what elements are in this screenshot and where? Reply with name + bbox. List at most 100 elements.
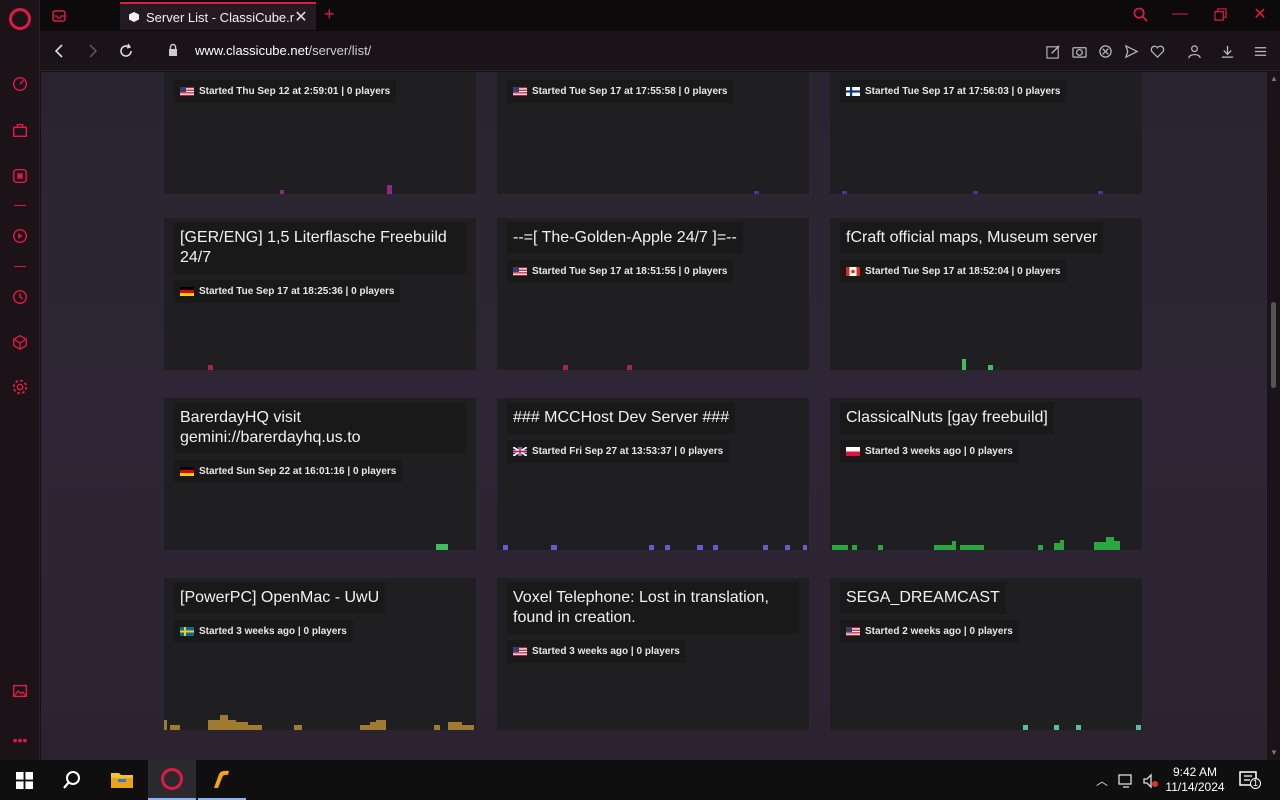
server-card[interactable]: [PowerPC] OpenMac - UwU Started 3 weeks a… [164, 578, 476, 730]
file-explorer-icon[interactable] [98, 760, 146, 800]
url-path: /server/list/ [308, 43, 372, 58]
server-name-link[interactable]: SEGA_DREAMCAST [840, 582, 1006, 614]
close-window-icon[interactable]: ✕ [1253, 6, 1267, 23]
restore-icon[interactable] [1210, 4, 1230, 24]
reload-icon[interactable] [116, 41, 136, 61]
player-activity-graph [164, 154, 476, 194]
scroll-up-icon[interactable]: ▲ [1270, 74, 1278, 83]
activity-bar [803, 545, 807, 550]
server-list-page: Started Thu Sep 12 at 2:59:01 | 0 player… [41, 72, 1267, 760]
activity-bar [376, 720, 386, 730]
scroll-down-icon[interactable]: ▼ [1270, 748, 1278, 757]
gallery-icon[interactable] [10, 681, 30, 701]
page-scrollbar[interactable]: ▲ ▼ [1267, 72, 1280, 760]
server-name-link[interactable]: [GER/ENG] 1,5 Literflasche Freebuild 24/… [174, 222, 466, 274]
activity-bar [448, 722, 462, 730]
new-tab-icon[interactable]: + [324, 4, 335, 24]
minimize-icon[interactable]: — [1172, 5, 1188, 22]
player-activity-graph [497, 154, 809, 194]
server-card[interactable]: fCraft official maps, Museum server Start… [830, 218, 1142, 370]
edit-icon[interactable] [1044, 42, 1062, 60]
server-start-and-players: Started Tue Sep 17 at 17:55:58 | 0 playe… [532, 86, 728, 97]
server-card[interactable]: Started Tue Sep 17 at 17:56:03 | 0 playe… [830, 72, 1142, 194]
server-name-link[interactable]: --=[ The-Golden-Apple 24/7 ]=-- [507, 222, 743, 254]
activity-bar [697, 545, 703, 550]
server-card[interactable]: BarerdayHQ visit gemini://barerdayhq.us.… [164, 398, 476, 550]
server-status-info: Started Tue Sep 17 at 17:55:58 | 0 playe… [507, 80, 734, 103]
server-start-and-players: Started Tue Sep 17 at 17:56:03 | 0 playe… [865, 86, 1061, 97]
scrollbar-thumb[interactable] [1271, 302, 1276, 388]
send-icon[interactable] [1122, 42, 1140, 60]
server-card[interactable]: [GER/ENG] 1,5 Literflasche Freebuild 24/… [164, 218, 476, 370]
player-icon[interactable] [10, 226, 30, 246]
speed-dial-icon[interactable] [10, 74, 30, 94]
download-icon[interactable] [1218, 42, 1236, 60]
activity-bar [220, 715, 228, 730]
activity-bar [649, 545, 654, 550]
server-card[interactable]: SEGA_DREAMCAST Started 2 weeks ago | 0 pl… [830, 578, 1142, 730]
camera-icon[interactable] [1070, 42, 1088, 60]
server-name-link[interactable]: Voxel Telephone: Lost in translation, fo… [507, 582, 799, 634]
opera-menu-icon[interactable] [9, 8, 31, 30]
windows-taskbar: ︿ 9:42 AM 11/14/2024 1 [0, 760, 1280, 800]
show-hidden-icons-icon[interactable]: ︿ [1096, 774, 1109, 788]
server-name-link[interactable]: BarerdayHQ visit gemini://barerdayhq.us.… [174, 402, 466, 454]
server-name-link[interactable]: ### MCCHost Dev Server ### [507, 402, 736, 434]
server-card[interactable]: ### MCCHost Dev Server ### Started Fri Se… [497, 398, 809, 550]
activity-bar [236, 722, 248, 730]
activity-bar [960, 545, 984, 550]
server-name-link[interactable]: fCraft official maps, Museum server [840, 222, 1104, 254]
url-field[interactable]: www.classicube.net/server/list/ [195, 43, 371, 58]
adblock-icon[interactable] [1096, 42, 1114, 60]
activity-bar [387, 185, 392, 194]
workspace-icon[interactable] [48, 6, 70, 26]
server-card[interactable]: ClassicalNuts [gay freebuild] Started 3 w… [830, 398, 1142, 550]
activity-bar [785, 545, 790, 550]
search-icon[interactable] [48, 760, 96, 800]
network-icon[interactable] [1118, 773, 1136, 792]
volume-muted-icon[interactable] [1142, 773, 1160, 792]
server-status-info: Started 3 weeks ago | 0 players [507, 640, 686, 663]
tab-title: Server List - ClassiCube.net [146, 9, 294, 25]
activity-bar [832, 545, 848, 550]
player-activity-graph [164, 510, 476, 550]
server-card[interactable]: Voxel Telephone: Lost in translation, fo… [497, 578, 809, 730]
windows-start-icon[interactable] [0, 760, 48, 800]
activity-bar [1114, 541, 1120, 550]
opera-taskbar-icon[interactable] [148, 760, 196, 800]
extensions-icon[interactable] [10, 120, 30, 140]
activity-bar [280, 190, 284, 194]
heart-icon[interactable] [1148, 42, 1166, 60]
server-status-info: Started Sun Sep 22 at 16:01:16 | 0 playe… [174, 460, 403, 483]
apps-icon[interactable] [10, 166, 30, 186]
activity-bar [763, 545, 768, 550]
server-start-and-players: Started Tue Sep 17 at 18:25:36 | 0 playe… [199, 286, 395, 297]
close-tab-icon[interactable]: ✕ [294, 9, 308, 26]
more-icon[interactable]: ••• [12, 732, 28, 748]
server-name-link[interactable]: ClassicalNuts [gay freebuild] [840, 402, 1054, 434]
tab-server-list[interactable]: Server List - ClassiCube.net ✕ [120, 2, 316, 30]
server-name-link[interactable]: [PowerPC] OpenMac - UwU [174, 582, 386, 614]
easy-setup-icon[interactable] [1251, 42, 1269, 60]
server-card[interactable]: Started Tue Sep 17 at 17:55:58 | 0 playe… [497, 72, 809, 194]
cube-icon[interactable] [10, 332, 30, 352]
back-icon[interactable] [50, 41, 70, 61]
app-taskbar-icon[interactable] [198, 760, 246, 800]
server-card[interactable]: --=[ The-Golden-Apple 24/7 ]=-- Started T… [497, 218, 809, 370]
activity-bar [934, 545, 952, 550]
activity-bar [563, 365, 568, 370]
search-tabs-icon[interactable] [1130, 4, 1150, 24]
server-status-info: Started Fri Sep 27 at 13:53:37 | 0 playe… [507, 440, 730, 463]
history-icon[interactable] [10, 287, 30, 307]
forward-icon[interactable] [82, 41, 102, 61]
server-card[interactable]: Started Thu Sep 12 at 2:59:01 | 0 player… [164, 72, 476, 194]
account-icon[interactable] [1185, 42, 1203, 60]
lock-icon[interactable] [166, 43, 180, 57]
notifications-icon[interactable]: 1 [1238, 770, 1261, 793]
system-clock[interactable]: 9:42 AM 11/14/2024 [1160, 765, 1230, 795]
activity-bar [962, 359, 966, 370]
activity-bar [164, 720, 167, 730]
settings-icon[interactable] [10, 377, 30, 397]
server-status-info: Started Tue Sep 17 at 18:51:55 | 0 playe… [507, 260, 734, 283]
activity-bar [462, 725, 474, 730]
